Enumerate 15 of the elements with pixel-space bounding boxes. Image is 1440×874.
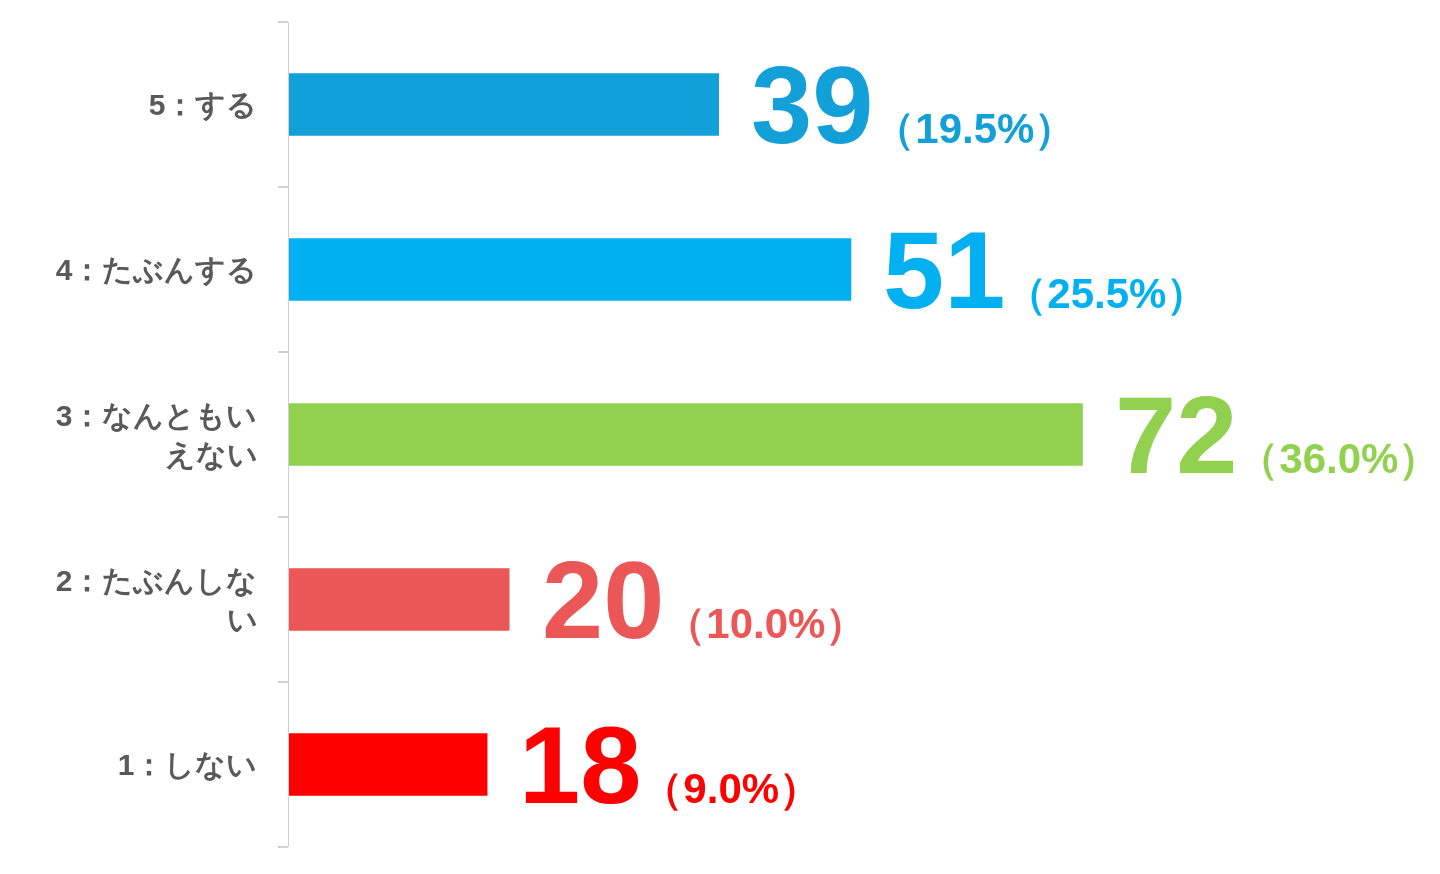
bar: [289, 238, 852, 301]
bar: [289, 403, 1083, 466]
y-tick-label: 3：なんともいえない: [55, 398, 258, 471]
data-label: 72（36.0%）: [1115, 373, 1440, 496]
y-tick-label: 5：する: [148, 88, 258, 122]
bar: [289, 73, 719, 136]
data-label: 18（9.0%）: [519, 703, 822, 826]
y-tick-label: 1：しない: [117, 748, 258, 781]
data-label: 39（19.5%）: [751, 43, 1077, 166]
y-tick-label: 4：たぶんする: [55, 253, 258, 287]
bar: [289, 733, 488, 796]
data-label: 20（10.0%）: [542, 538, 868, 661]
data-label: 51（25.5%）: [883, 208, 1209, 331]
y-tick-label: 2：たぶんしない: [55, 563, 258, 636]
bar: [289, 568, 510, 631]
